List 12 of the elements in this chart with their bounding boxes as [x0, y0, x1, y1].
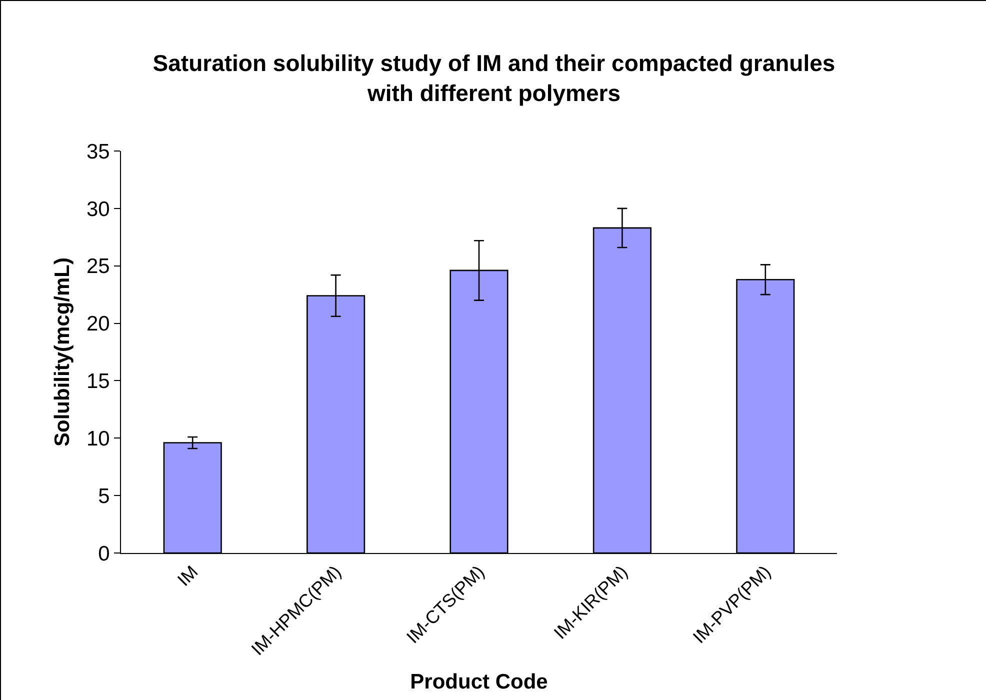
x-axis-title: Product Code [410, 670, 548, 694]
chart-title: Saturation solubility study of IM and their compacted granules with different polymers [152, 50, 836, 106]
y-tick-label: 10 [86, 427, 110, 450]
y-tick-label: 30 [86, 198, 110, 221]
y-tick-label: 25 [86, 255, 110, 278]
y-tick-label: 0 [98, 542, 110, 566]
y-axis-title: Solubility(mcg/mL) [51, 258, 74, 446]
y-tick-label: 35 [86, 140, 110, 164]
y-tick-label: 15 [86, 370, 110, 394]
y-tick-label: 5 [98, 484, 110, 508]
x-tick-label: IM [174, 562, 202, 590]
y-tick-label: 20 [86, 312, 110, 336]
